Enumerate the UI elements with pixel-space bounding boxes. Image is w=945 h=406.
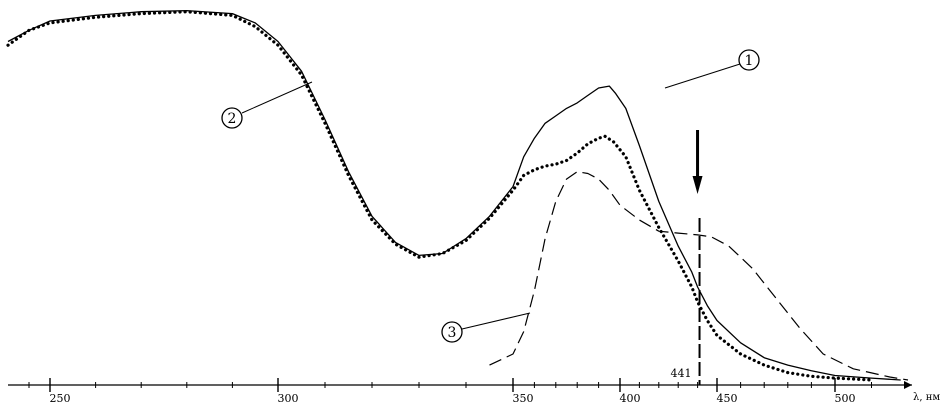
x-tick-label-300: 300 <box>278 392 299 405</box>
marker-leader-line-2 <box>241 81 313 114</box>
annotation-label-441: 441 <box>671 367 692 380</box>
curve-2 <box>6 10 874 382</box>
curve-markers: 1 2 3 <box>221 49 760 343</box>
marker-label-3: 3 <box>448 325 457 341</box>
curve-1 <box>7 9 901 381</box>
curve-marker-1: 1 <box>664 49 760 89</box>
marker-circle-2 <box>221 107 243 129</box>
marker-circle-1 <box>738 49 760 71</box>
curves-layer <box>6 9 909 382</box>
marker-label-2: 2 <box>228 111 237 127</box>
downward-arrow-head <box>692 176 703 194</box>
curve-marker-3: 3 <box>441 312 531 343</box>
x-axis-label: λ, нм <box>913 392 940 403</box>
marker-label-1: 1 <box>745 53 754 69</box>
x-tick-label-450: 450 <box>717 392 738 405</box>
x-tick-label-350: 350 <box>513 392 534 405</box>
x-tick-label-250: 250 <box>50 392 71 405</box>
marker-circle-3 <box>441 321 463 343</box>
x-axis-arrowhead <box>904 381 912 389</box>
x-axis: λ, нм <box>8 381 940 403</box>
marker-leader-line-1 <box>664 63 741 89</box>
curve-marker-2: 2 <box>221 81 313 129</box>
marker-leader-line-3 <box>461 312 531 330</box>
x-tick-label-400: 400 <box>620 392 641 405</box>
x-tick-label-500: 500 <box>835 392 856 405</box>
wavelength-441-annotation: 441 <box>671 130 703 385</box>
x-axis-minor-ticks <box>28 382 872 388</box>
x-axis-ticks: 250 300 350 400 450 500 <box>49 378 856 405</box>
